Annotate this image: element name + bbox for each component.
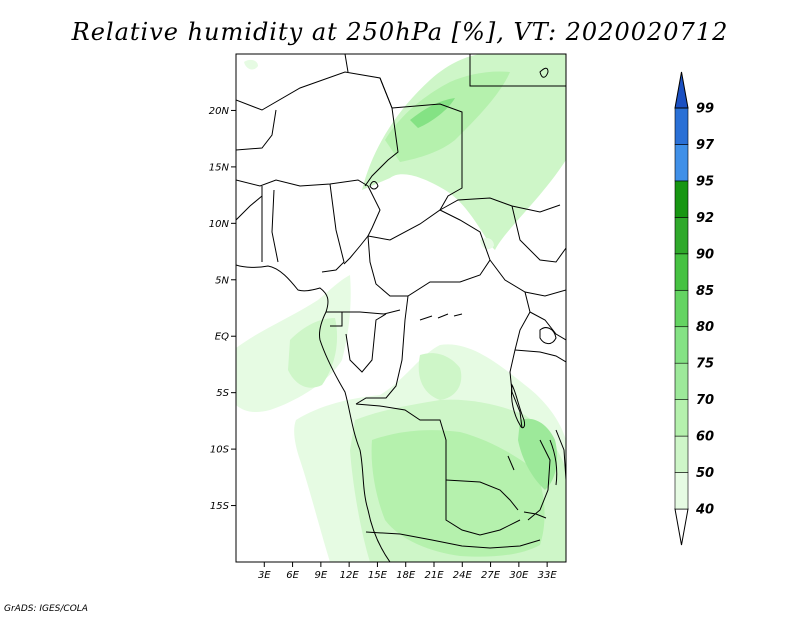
lake [369, 181, 379, 190]
lon-tick-label: 9E [315, 570, 328, 581]
lake [419, 313, 463, 321]
border [343, 185, 381, 265]
border [555, 429, 566, 481]
colorbar-label: 80 [696, 320, 714, 335]
border [511, 205, 566, 263]
border [514, 349, 566, 363]
longitude-axis: 3E 6E 9E 12E 15E 18E 21E 24E 27E 30E 33E [258, 562, 557, 581]
latitude-axis: 20N 15N 10N 5N EQ 5S 10S 15S [209, 106, 236, 512]
lake [523, 511, 547, 519]
lon-tick-label: 18E [396, 570, 416, 581]
lon-tick-label: 21E [424, 570, 444, 581]
colorbar-segment [674, 253, 689, 291]
coastline [236, 264, 391, 562]
border [365, 531, 541, 549]
colorbar-segment [674, 289, 689, 328]
lon-tick-label: 27E [481, 570, 501, 581]
border [236, 109, 277, 151]
border [321, 183, 345, 273]
colorbar-segment [674, 107, 689, 145]
colorbar-label: 40 [695, 503, 714, 518]
border [469, 54, 566, 87]
border [509, 291, 531, 429]
lon-tick-label: 33E [538, 570, 558, 581]
colorbar-label: 85 [696, 284, 714, 299]
border [326, 311, 343, 327]
border [439, 197, 561, 213]
colorbar-label: 60 [696, 430, 714, 445]
lat-tick-label: 10S [210, 445, 230, 456]
border [529, 311, 566, 341]
lon-tick-label: 3E [258, 570, 271, 581]
colorbar-label: 99 [696, 102, 714, 117]
colorbar-label: 95 [696, 174, 714, 189]
humidity-area [371, 430, 545, 557]
border [364, 77, 399, 187]
lat-tick-label: EQ [215, 332, 229, 343]
border [527, 439, 551, 521]
colorbar-segment [674, 435, 689, 473]
colorbar-upper-arrow [674, 71, 689, 109]
border [367, 209, 491, 297]
humidity-shading [236, 54, 566, 562]
lake [539, 327, 557, 345]
chart-title: Relative humidity at 250hPa [%], VT: 202… [71, 18, 729, 46]
border [445, 480, 521, 536]
border [236, 179, 369, 187]
colorbar-segment [674, 326, 689, 364]
humidity-area [296, 425, 350, 452]
colorbar-label: 90 [696, 247, 714, 262]
colorbar-segment [674, 472, 689, 510]
lake [511, 383, 525, 429]
colorbar-segment [674, 362, 689, 400]
lake [539, 67, 549, 78]
humidity-area [518, 418, 558, 490]
lon-tick-label: 24E [453, 570, 473, 581]
lake [507, 455, 515, 471]
border [271, 189, 279, 263]
lat-tick-label: 15N [209, 162, 230, 173]
border [391, 103, 463, 211]
lat-tick-label: 10N [209, 219, 230, 230]
border [344, 54, 349, 73]
colorbar-lower-arrow [674, 508, 689, 546]
lat-tick-label: 20N [209, 106, 230, 117]
map-frame [235, 53, 567, 563]
lake [549, 439, 558, 486]
credit-label: GrADS: IGES/COLA [4, 604, 88, 614]
lat-tick-label: 5N [215, 275, 229, 286]
colorbar-segment [674, 217, 689, 255]
lat-tick-label: 5S [216, 388, 229, 399]
humidity-area [418, 353, 462, 400]
lon-tick-label: 15E [368, 570, 388, 581]
humidity-area [244, 59, 258, 70]
colorbar-segment [674, 180, 689, 218]
colorbar-label: 50 [696, 466, 714, 481]
colorbar: 40 50 60 70 75 80 85 90 92 95 97 99 [674, 71, 715, 546]
country-borders [236, 54, 566, 562]
border [345, 313, 387, 373]
border [236, 71, 393, 111]
lon-tick-label: 12E [340, 570, 360, 581]
lat-tick-label: 15S [210, 501, 230, 512]
colorbar-segment [674, 144, 689, 182]
humidity-area [385, 71, 510, 162]
colorbar-label: 70 [696, 393, 714, 408]
border [236, 195, 263, 221]
colorbar-segment [674, 399, 689, 437]
humidity-area [288, 318, 338, 388]
border [355, 403, 447, 480]
lon-tick-label: 6E [286, 570, 299, 581]
border [355, 295, 409, 405]
colorbar-label: 92 [696, 211, 714, 226]
border [489, 259, 566, 297]
humidity-area [362, 54, 566, 250]
border [342, 309, 401, 315]
colorbar-label: 97 [696, 138, 715, 153]
colorbar-label: 75 [696, 357, 714, 372]
lon-tick-label: 30E [509, 570, 529, 581]
border [445, 479, 519, 511]
